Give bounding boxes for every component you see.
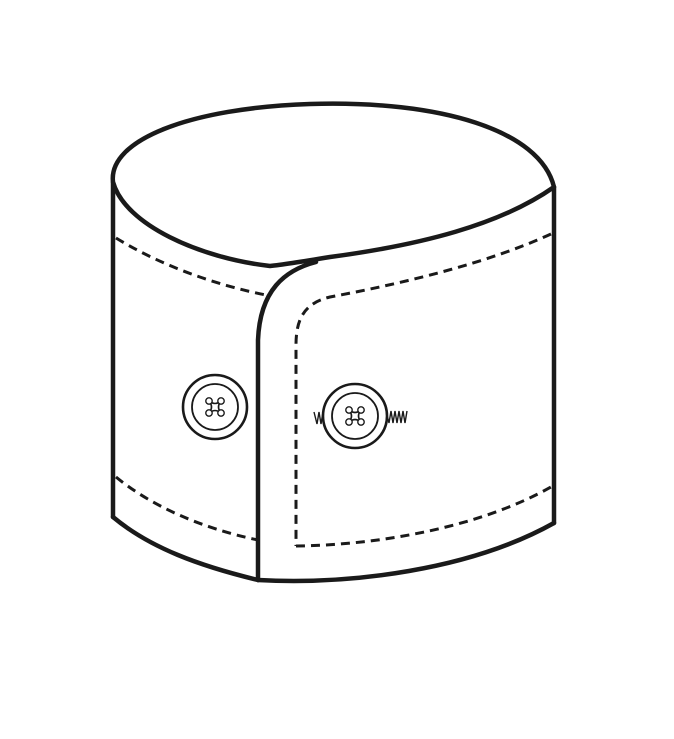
left-button-face bbox=[191, 383, 239, 431]
cuff-top-opening bbox=[110, 101, 557, 269]
right-button bbox=[313, 382, 408, 450]
left-button-holes-icon bbox=[205, 397, 225, 417]
cuff-body-fill bbox=[113, 182, 554, 581]
buttonhole-right-zigzag-icon bbox=[385, 410, 408, 424]
cuff-bottom-edge-left bbox=[110, 514, 261, 583]
right-button-holes-icon bbox=[345, 406, 365, 426]
cuff-bottom-edge-right bbox=[255, 520, 557, 584]
stitch-bottom-left bbox=[115, 475, 259, 542]
stitch-top-left bbox=[115, 236, 267, 297]
right-button-face bbox=[331, 392, 379, 440]
stitch-bottom-right bbox=[295, 485, 552, 548]
stitch-top-right bbox=[294, 232, 552, 546]
left-button bbox=[181, 373, 249, 441]
cuff-overlap-edge bbox=[255, 259, 319, 583]
